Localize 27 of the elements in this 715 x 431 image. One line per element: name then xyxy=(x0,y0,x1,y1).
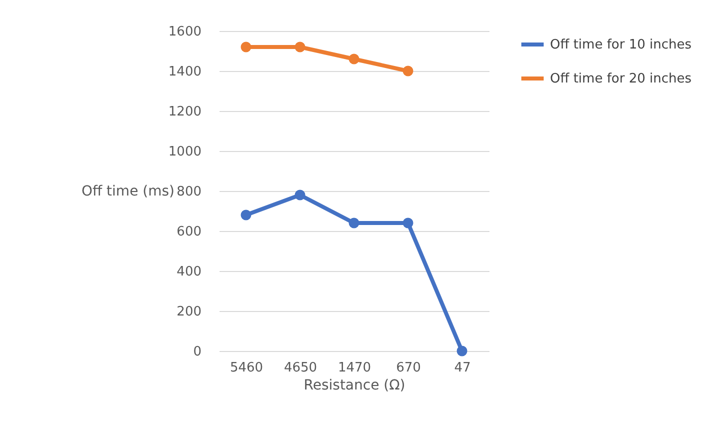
y-axis-title: Off time (ms) xyxy=(81,184,174,200)
x-tick-label: 5460 xyxy=(230,360,264,376)
x-axis-title: Resistance (Ω) xyxy=(304,378,406,394)
point xyxy=(348,54,360,64)
point xyxy=(240,210,252,220)
point xyxy=(456,346,468,356)
x-tick-label: 47 xyxy=(454,360,471,376)
legend-label: Off time for 20 inches xyxy=(550,72,692,86)
y-tick-label: 600 xyxy=(176,224,202,240)
y-tick-label: 1400 xyxy=(168,64,202,80)
point xyxy=(294,42,306,52)
y-tick-label: 1000 xyxy=(168,144,202,160)
y-tick-label: 1600 xyxy=(168,24,202,40)
y-tick-label: 1200 xyxy=(168,104,202,120)
point xyxy=(294,190,306,200)
point xyxy=(348,218,360,228)
point xyxy=(402,218,414,228)
point xyxy=(402,66,414,76)
x-tick-label: 4650 xyxy=(284,360,318,376)
legend-label: Off time for 10 inches xyxy=(550,38,692,52)
x-tick-label: 670 xyxy=(396,360,421,376)
y-tick-label: 200 xyxy=(176,304,202,320)
x-tick-label: 1470 xyxy=(338,360,372,376)
y-tick-label: 0 xyxy=(193,344,202,360)
y-tick-label: 800 xyxy=(176,184,202,200)
y-tick-label: 400 xyxy=(176,264,202,280)
point xyxy=(240,42,252,52)
